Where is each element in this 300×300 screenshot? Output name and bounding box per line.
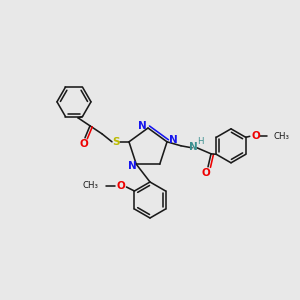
Text: N: N — [169, 135, 177, 145]
Text: N: N — [189, 142, 197, 152]
Text: S: S — [112, 137, 120, 147]
Text: O: O — [116, 181, 125, 191]
Text: O: O — [202, 168, 210, 178]
Text: CH₃: CH₃ — [274, 132, 290, 141]
Text: N: N — [128, 161, 136, 171]
Text: O: O — [80, 139, 88, 149]
Text: H: H — [197, 137, 203, 146]
Text: CH₃: CH₃ — [82, 181, 98, 190]
Text: O: O — [251, 131, 260, 141]
Text: N: N — [138, 121, 146, 131]
